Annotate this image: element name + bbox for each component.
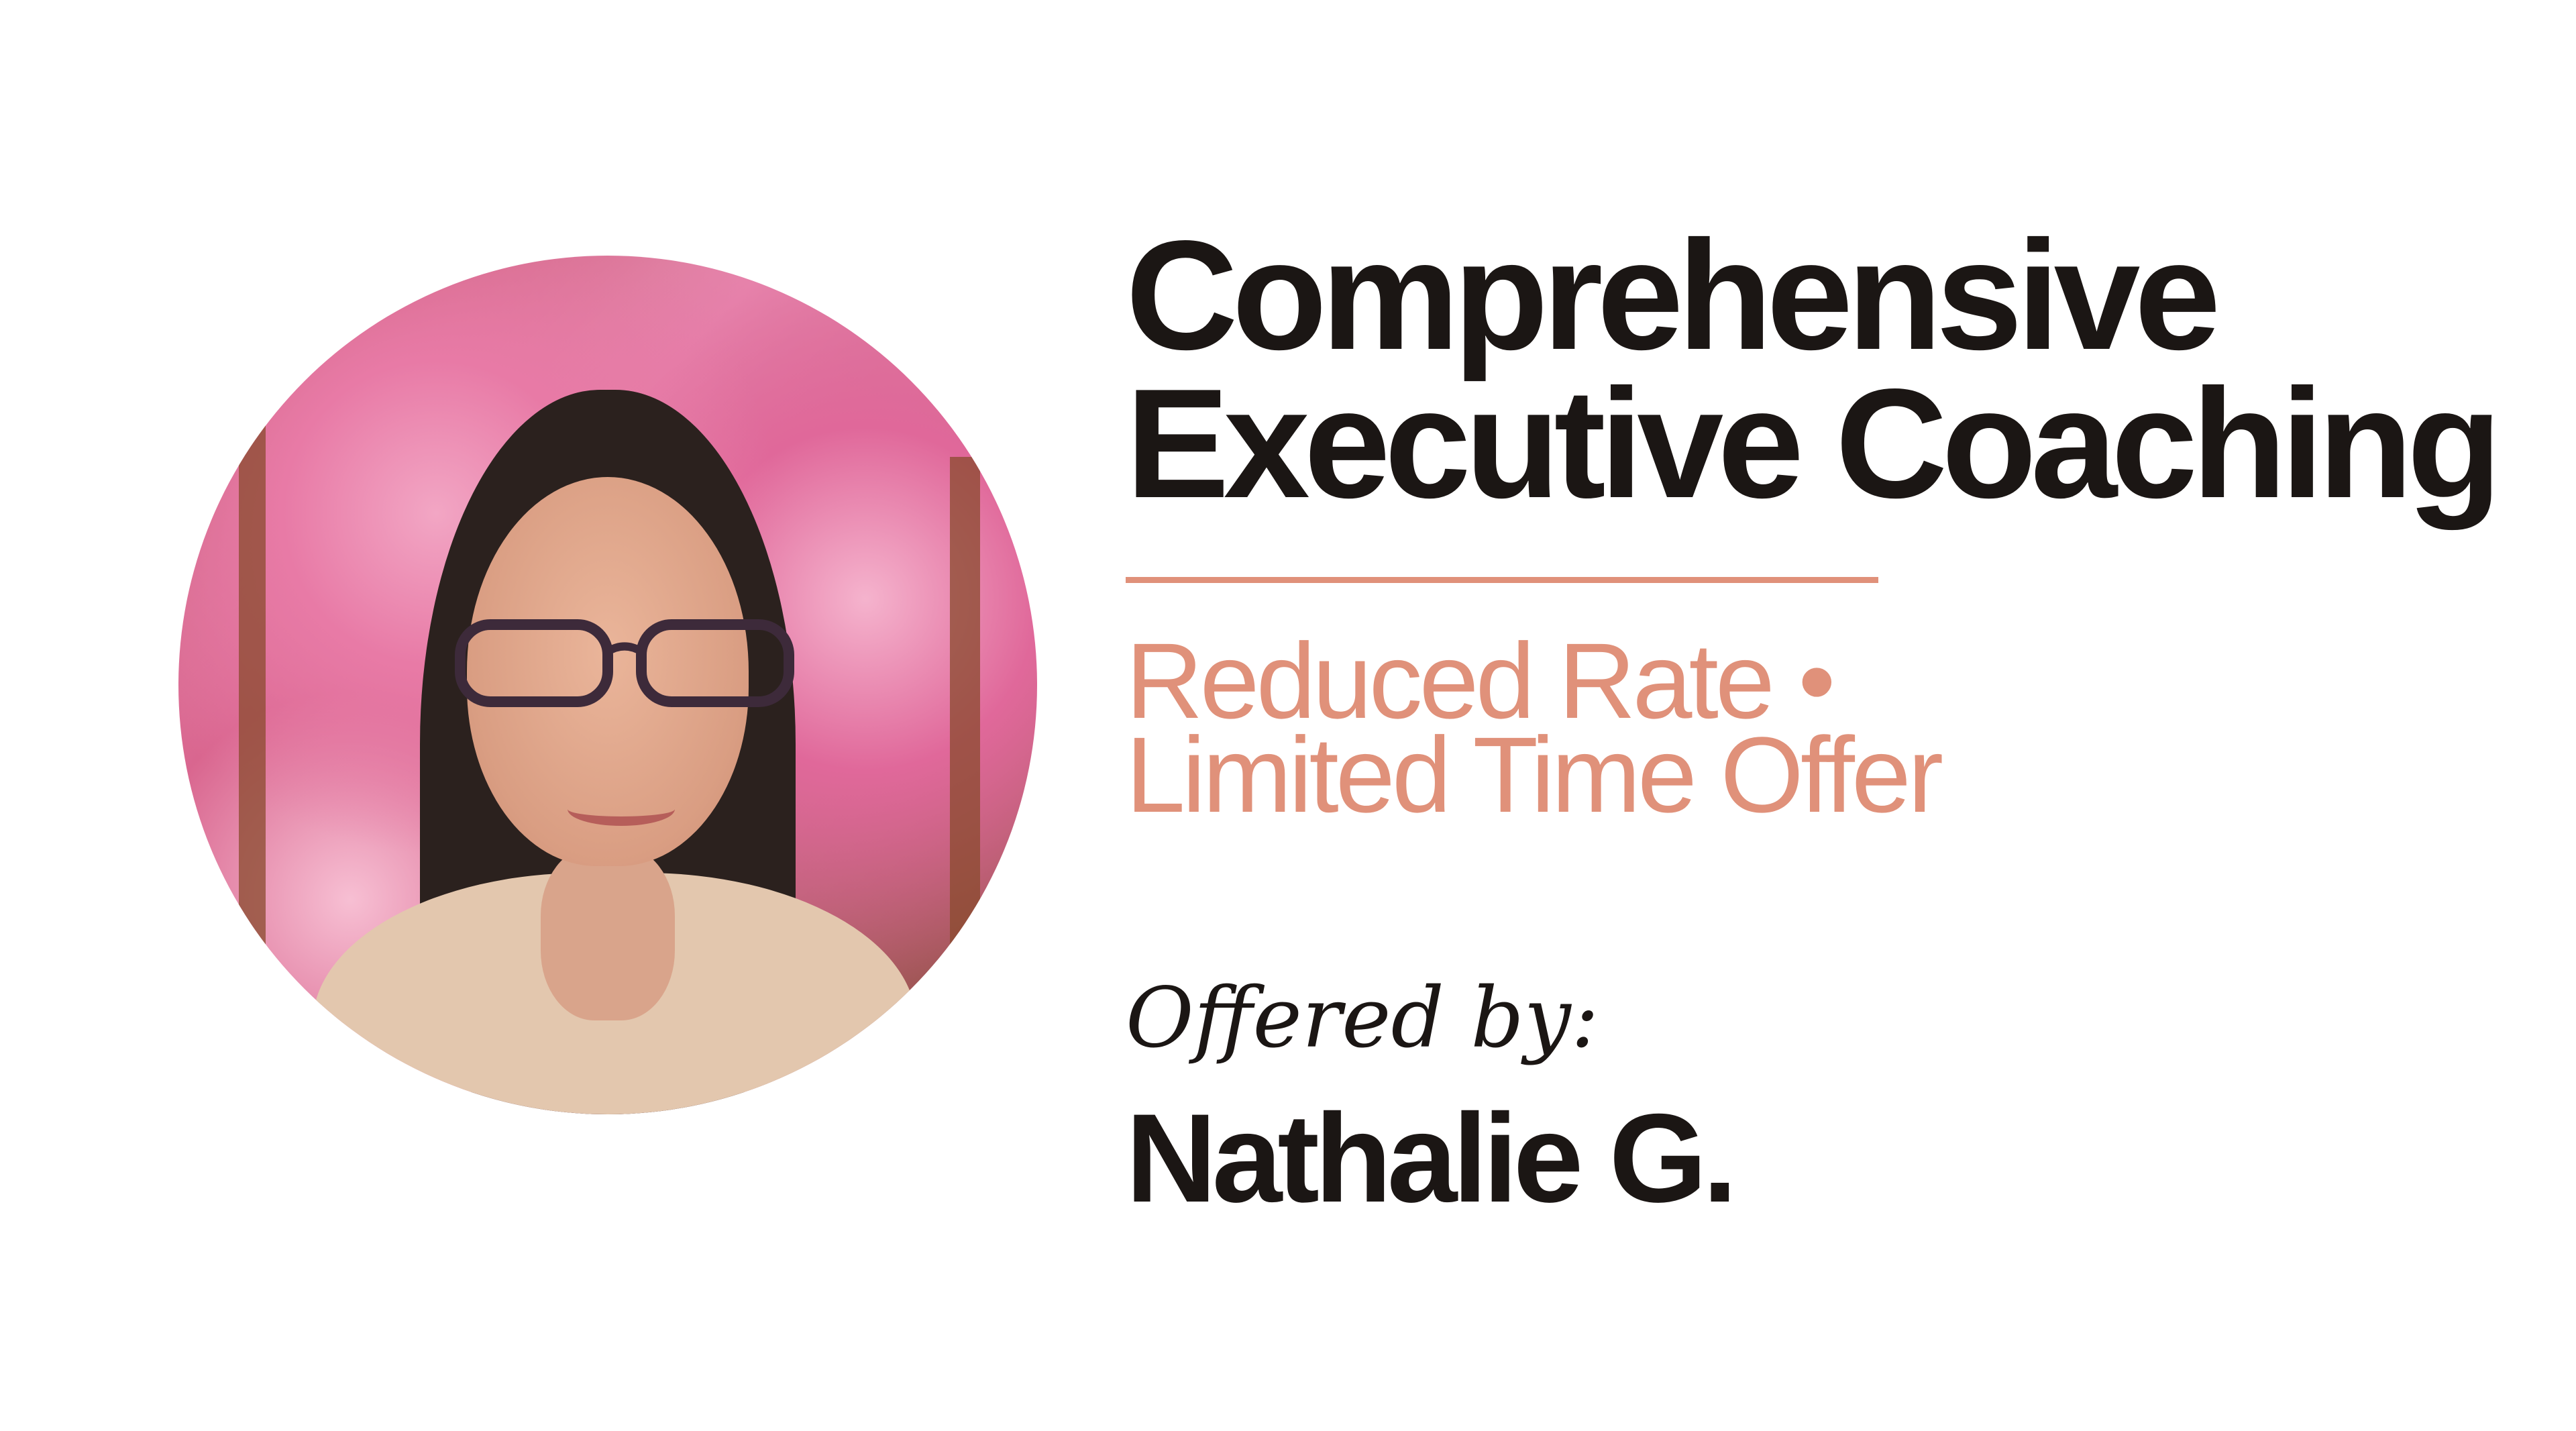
smile [568,792,675,826]
title-line-1: Comprehensive [1126,209,2221,382]
offered-by-label: Offered by: [1126,970,1599,1067]
presenter-name: Nathalie G. [1126,1088,1737,1228]
divider [1126,577,1878,583]
portrait-photo [178,256,1037,1114]
glasses [455,619,794,707]
subtitle-line-1: Reduced Rate • [1126,621,1835,741]
background-tree [239,390,266,994]
background-tree [950,457,980,994]
neck [541,846,675,1020]
subtitle-line-2: Limited Time Offer [1126,714,1943,835]
title-line-2: Executive Coaching [1126,357,2502,531]
